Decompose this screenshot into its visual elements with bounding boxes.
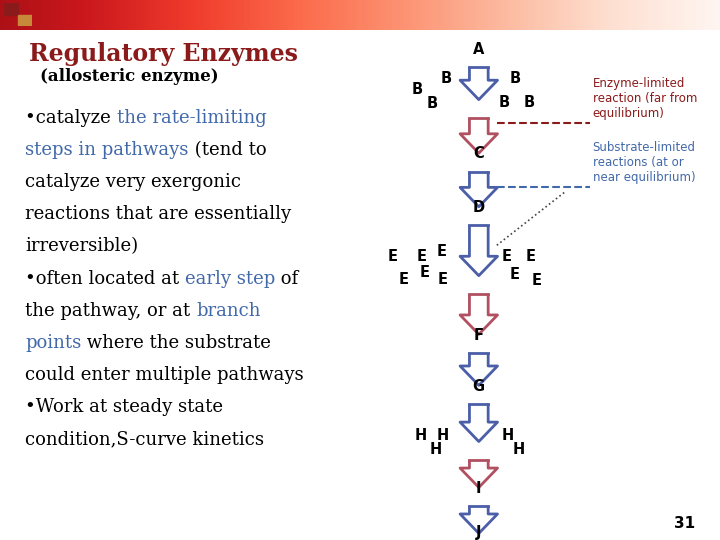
Text: Regulatory Enzymes: Regulatory Enzymes — [29, 43, 298, 66]
Text: F: F — [474, 328, 484, 342]
Text: E: E — [531, 273, 541, 288]
Text: 31: 31 — [674, 516, 695, 531]
Polygon shape — [460, 225, 498, 275]
Text: H: H — [429, 442, 442, 457]
Text: of: of — [275, 269, 299, 287]
Text: E: E — [387, 249, 397, 264]
Text: E: E — [436, 244, 446, 259]
Polygon shape — [460, 294, 498, 334]
Text: early step: early step — [185, 269, 275, 287]
Text: •catalyze: •catalyze — [25, 109, 117, 127]
Text: B: B — [412, 82, 423, 97]
Text: H: H — [415, 428, 428, 443]
Polygon shape — [460, 404, 498, 442]
Text: D: D — [473, 200, 485, 215]
Text: the pathway, or at: the pathway, or at — [25, 302, 196, 320]
Text: B: B — [509, 71, 521, 86]
Text: A: A — [473, 42, 485, 57]
Text: C: C — [474, 146, 484, 161]
Text: E: E — [416, 249, 426, 264]
Text: E: E — [398, 272, 408, 287]
Text: E: E — [526, 249, 536, 264]
Polygon shape — [460, 67, 498, 99]
Text: E: E — [501, 249, 511, 264]
Text: B: B — [441, 71, 452, 86]
Text: E: E — [510, 267, 520, 282]
Text: H: H — [436, 428, 449, 443]
Text: (tend to: (tend to — [189, 141, 266, 159]
Text: irreversible): irreversible) — [25, 238, 138, 255]
Polygon shape — [460, 460, 498, 488]
Text: B: B — [426, 96, 438, 111]
Text: Substrate-limited
reactions (at or
near equilibrium): Substrate-limited reactions (at or near … — [593, 141, 696, 184]
Text: •Work at steady state: •Work at steady state — [25, 398, 223, 416]
Polygon shape — [460, 118, 498, 153]
Bar — [4, 3, 18, 15]
Text: H: H — [501, 428, 514, 443]
Polygon shape — [460, 172, 498, 207]
Text: E: E — [420, 265, 430, 280]
Text: E: E — [438, 272, 448, 287]
Text: •often located at: •often located at — [25, 269, 185, 287]
Text: where the substrate: where the substrate — [81, 334, 271, 352]
Text: steps in pathways: steps in pathways — [25, 141, 189, 159]
Text: condition,S-curve kinetics: condition,S-curve kinetics — [25, 430, 264, 448]
Text: branch: branch — [196, 302, 261, 320]
Text: (allosteric enzyme): (allosteric enzyme) — [40, 68, 218, 85]
Bar — [18, 15, 32, 26]
Text: the rate-limiting: the rate-limiting — [117, 109, 266, 127]
Text: points: points — [25, 334, 81, 352]
Polygon shape — [460, 353, 498, 386]
Polygon shape — [460, 506, 498, 534]
Text: could enter multiple pathways: could enter multiple pathways — [25, 366, 304, 384]
Text: Enzyme-limited
reaction (far from
equilibrium): Enzyme-limited reaction (far from equili… — [593, 77, 697, 120]
Text: B: B — [523, 95, 535, 110]
Text: reactions that are essentially: reactions that are essentially — [25, 205, 292, 223]
Text: G: G — [473, 379, 485, 394]
Text: J: J — [476, 525, 482, 540]
Text: B: B — [498, 95, 510, 110]
Text: H: H — [512, 442, 525, 457]
Text: catalyze very exergonic: catalyze very exergonic — [25, 173, 241, 191]
Text: I: I — [476, 481, 482, 496]
